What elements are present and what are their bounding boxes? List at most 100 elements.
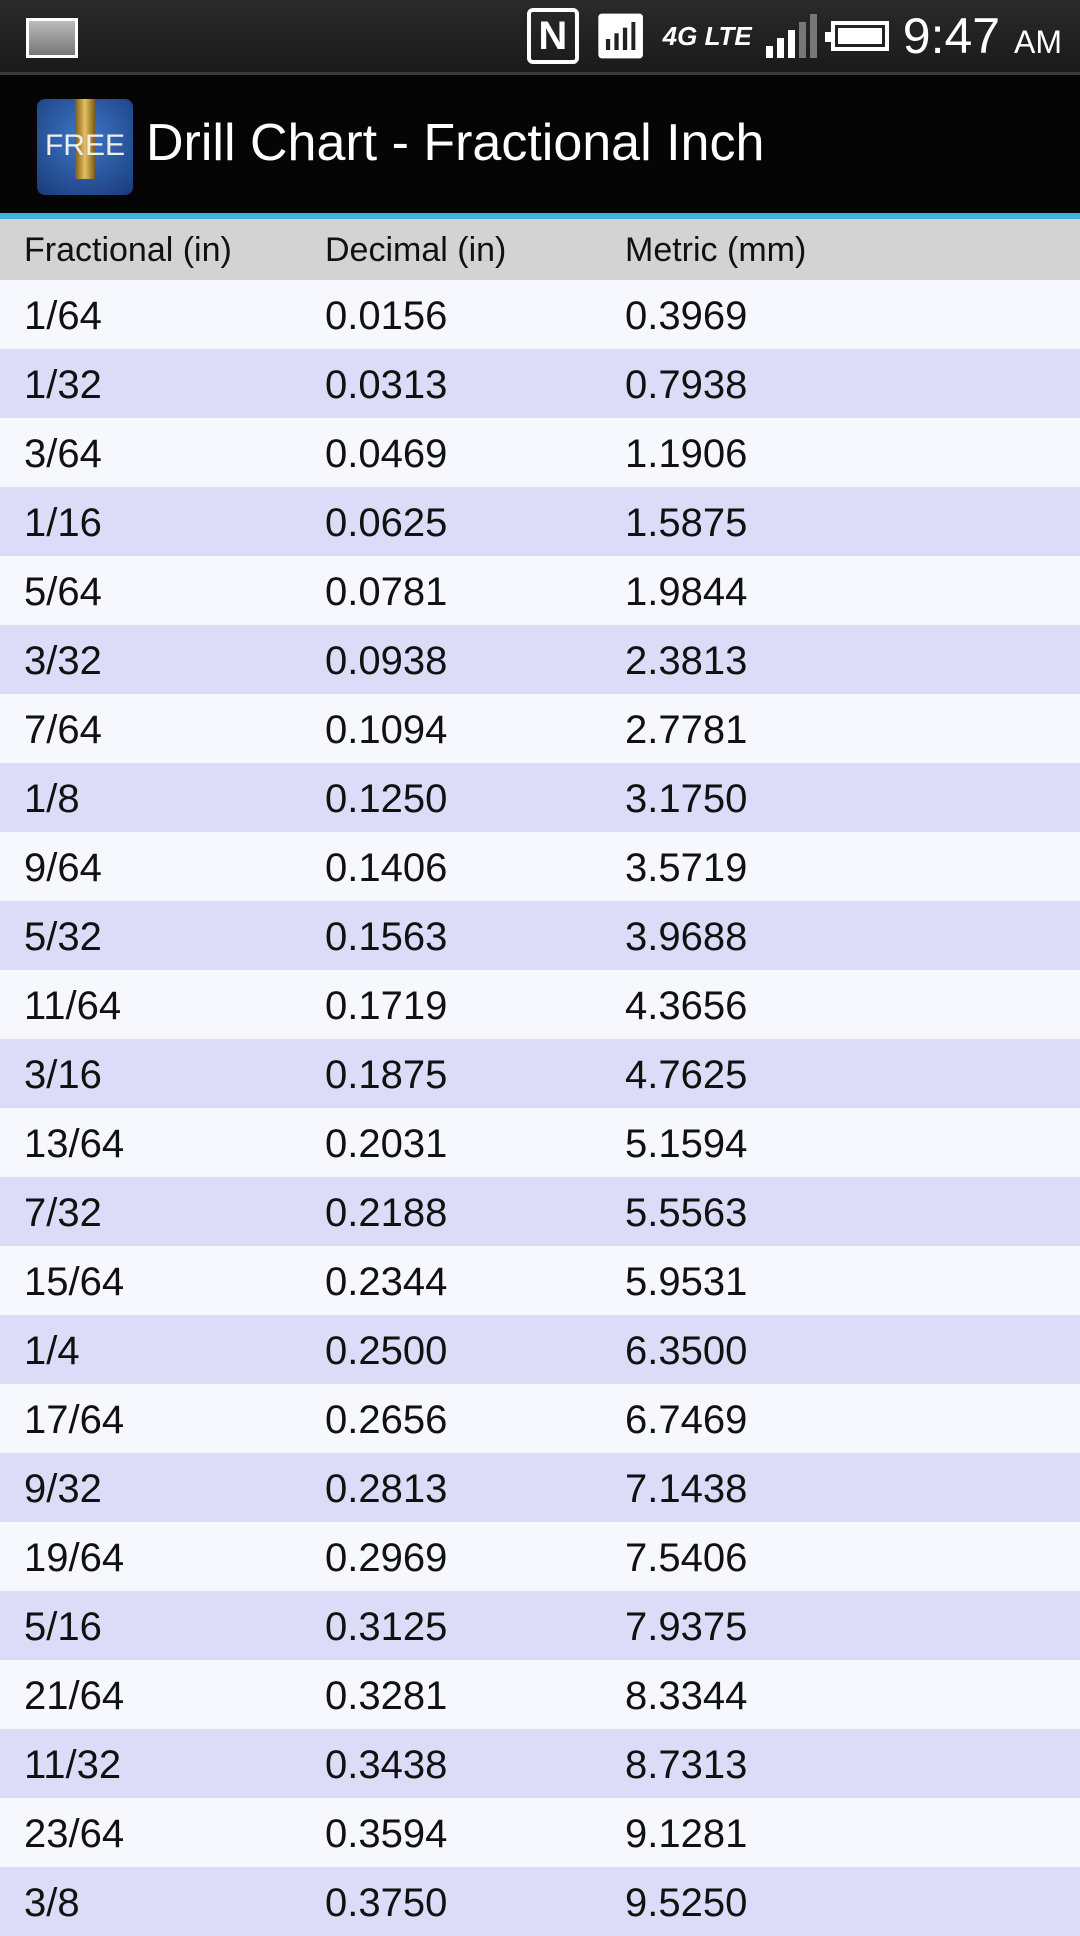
metric-cell: 9.1281 bbox=[625, 1812, 748, 1856]
table-row[interactable]: 5/64 0.0781 1.9844 bbox=[0, 556, 1080, 625]
metric-cell: 4.7625 bbox=[625, 1053, 748, 1097]
table-row[interactable]: 1/32 0.0313 0.7938 bbox=[0, 349, 1080, 418]
decimal-cell: 0.2500 bbox=[325, 1329, 448, 1373]
metric-cell: 4.3656 bbox=[625, 984, 748, 1028]
table-row[interactable]: 1/16 0.0625 1.5875 bbox=[0, 487, 1080, 556]
decimal-cell: 0.2031 bbox=[325, 1122, 448, 1166]
decimal-cell: 0.3750 bbox=[325, 1881, 448, 1925]
fractional-cell: 13/64 bbox=[24, 1122, 125, 1166]
fractional-cell: 17/64 bbox=[24, 1398, 125, 1442]
status-bar: N 📶︎ 4G LTE 9:47 AM bbox=[0, 0, 1080, 75]
metric-cell: 3.5719 bbox=[625, 846, 748, 890]
decimal-cell: 0.2188 bbox=[325, 1191, 448, 1235]
fractional-cell: 5/32 bbox=[24, 915, 102, 959]
decimal-cell: 0.1406 bbox=[325, 846, 448, 890]
table-row[interactable]: 23/64 0.3594 9.1281 bbox=[0, 1798, 1080, 1867]
nfc-icon: N bbox=[526, 8, 579, 64]
decimal-cell: 0.2344 bbox=[325, 1260, 448, 1304]
wifi-icon: 📶︎ bbox=[592, 12, 649, 61]
metric-cell: 8.7313 bbox=[625, 1743, 748, 1787]
metric-cell: 6.7469 bbox=[625, 1398, 748, 1442]
fractional-cell: 3/8 bbox=[24, 1881, 80, 1925]
table-row[interactable]: 7/32 0.2188 5.5563 bbox=[0, 1177, 1080, 1246]
fractional-cell: 11/32 bbox=[24, 1743, 122, 1787]
decimal-cell: 0.1250 bbox=[325, 777, 448, 821]
table-row[interactable]: 13/64 0.2031 5.1594 bbox=[0, 1108, 1080, 1177]
metric-cell: 1.1906 bbox=[625, 432, 748, 476]
lte-icon: 4G LTE bbox=[662, 21, 752, 51]
fractional-cell: 7/64 bbox=[24, 708, 102, 752]
fractional-cell: 1/32 bbox=[24, 363, 102, 407]
decimal-cell: 0.0156 bbox=[325, 294, 448, 338]
table-row[interactable]: 9/32 0.2813 7.1438 bbox=[0, 1453, 1080, 1522]
fractional-cell: 5/64 bbox=[24, 570, 102, 614]
metric-cell: 2.3813 bbox=[625, 639, 748, 683]
table-row[interactable]: 19/64 0.2969 7.5406 bbox=[0, 1522, 1080, 1591]
table-row[interactable]: 1/8 0.1250 3.1750 bbox=[0, 763, 1080, 832]
metric-cell: 0.7938 bbox=[625, 363, 748, 407]
decimal-cell: 0.1875 bbox=[325, 1053, 448, 1097]
fractional-cell: 21/64 bbox=[24, 1674, 125, 1718]
fractional-cell: 5/16 bbox=[24, 1605, 102, 1649]
table-row[interactable]: 15/64 0.2344 5.9531 bbox=[0, 1246, 1080, 1315]
free-badge: FREE bbox=[44, 129, 125, 162]
fractional-cell: 3/32 bbox=[24, 639, 102, 683]
metric-cell: 5.5563 bbox=[625, 1191, 748, 1235]
metric-cell: 3.9688 bbox=[625, 915, 748, 959]
table-row[interactable]: 11/64 0.1719 4.3656 bbox=[0, 970, 1080, 1039]
fractional-cell: 1/16 bbox=[24, 501, 102, 545]
table-row[interactable]: 9/64 0.1406 3.5719 bbox=[0, 832, 1080, 901]
metric-cell: 7.5406 bbox=[625, 1536, 748, 1580]
metric-cell: 2.7781 bbox=[625, 708, 748, 752]
action-bar: FREE Drill Chart - Fractional Inch bbox=[0, 75, 1080, 219]
fractional-cell: 7/32 bbox=[24, 1191, 102, 1235]
drill-bit-icon bbox=[75, 99, 95, 179]
decimal-cell: 0.3594 bbox=[325, 1812, 448, 1856]
table-row[interactable]: 17/64 0.2656 6.7469 bbox=[0, 1384, 1080, 1453]
fractional-cell: 3/64 bbox=[24, 432, 102, 476]
metric-cell: 5.1594 bbox=[625, 1122, 748, 1166]
table-row[interactable]: 1/64 0.0156 0.3969 bbox=[0, 280, 1080, 349]
fractional-cell: 23/64 bbox=[24, 1812, 125, 1856]
table-row[interactable]: 3/32 0.0938 2.3813 bbox=[0, 625, 1080, 694]
decimal-cell: 0.1563 bbox=[325, 915, 448, 959]
gallery-notification-icon bbox=[26, 18, 78, 58]
table-row[interactable]: 11/32 0.3438 8.7313 bbox=[0, 1729, 1080, 1798]
metric-cell: 7.1438 bbox=[625, 1467, 748, 1511]
metric-cell: 3.1750 bbox=[625, 777, 748, 821]
table-row[interactable]: 21/64 0.3281 8.3344 bbox=[0, 1660, 1080, 1729]
fractional-cell: 19/64 bbox=[24, 1536, 125, 1580]
table-row[interactable]: 1/4 0.2500 6.3500 bbox=[0, 1315, 1080, 1384]
table-row[interactable]: 3/8 0.3750 9.5250 bbox=[0, 1867, 1080, 1936]
table-row[interactable]: 5/32 0.1563 3.9688 bbox=[0, 901, 1080, 970]
page-title: Drill Chart - Fractional Inch bbox=[146, 114, 765, 172]
fractional-cell: 11/64 bbox=[24, 984, 122, 1028]
metric-cell: 7.9375 bbox=[625, 1605, 748, 1649]
decimal-cell: 0.3281 bbox=[325, 1674, 448, 1718]
metric-cell: 9.5250 bbox=[625, 1881, 748, 1925]
fractional-cell: 1/4 bbox=[24, 1329, 80, 1373]
table-row[interactable]: 5/16 0.3125 7.9375 bbox=[0, 1591, 1080, 1660]
fractional-cell: 3/16 bbox=[24, 1053, 102, 1097]
table-row[interactable]: 3/64 0.0469 1.1906 bbox=[0, 418, 1080, 487]
table-row[interactable]: 3/16 0.1875 4.7625 bbox=[0, 1039, 1080, 1108]
column-header-fractional: Fractional (in) bbox=[24, 231, 232, 269]
decimal-cell: 0.0781 bbox=[325, 570, 448, 614]
decimal-cell: 0.0469 bbox=[325, 432, 448, 476]
fractional-cell: 1/8 bbox=[24, 777, 80, 821]
table-row[interactable]: 7/64 0.1094 2.7781 bbox=[0, 694, 1080, 763]
decimal-cell: 0.0625 bbox=[325, 501, 448, 545]
signal-icon bbox=[765, 14, 817, 58]
battery-icon bbox=[824, 21, 889, 51]
metric-cell: 5.9531 bbox=[625, 1260, 748, 1304]
table-header: Fractional (in) Decimal (in) Metric (mm) bbox=[0, 219, 1080, 280]
metric-cell: 0.3969 bbox=[625, 294, 748, 338]
decimal-cell: 0.1719 bbox=[325, 984, 448, 1028]
drill-table-body[interactable]: 1/64 0.0156 0.3969 1/32 0.0313 0.7938 3/64 0.04… bbox=[0, 280, 1080, 1936]
decimal-cell: 0.2813 bbox=[325, 1467, 448, 1511]
fractional-cell: 9/32 bbox=[24, 1467, 102, 1511]
decimal-cell: 0.1094 bbox=[325, 708, 448, 752]
app-icon[interactable]: FREE bbox=[37, 99, 133, 195]
decimal-cell: 0.0938 bbox=[325, 639, 448, 683]
metric-cell: 6.3500 bbox=[625, 1329, 748, 1373]
